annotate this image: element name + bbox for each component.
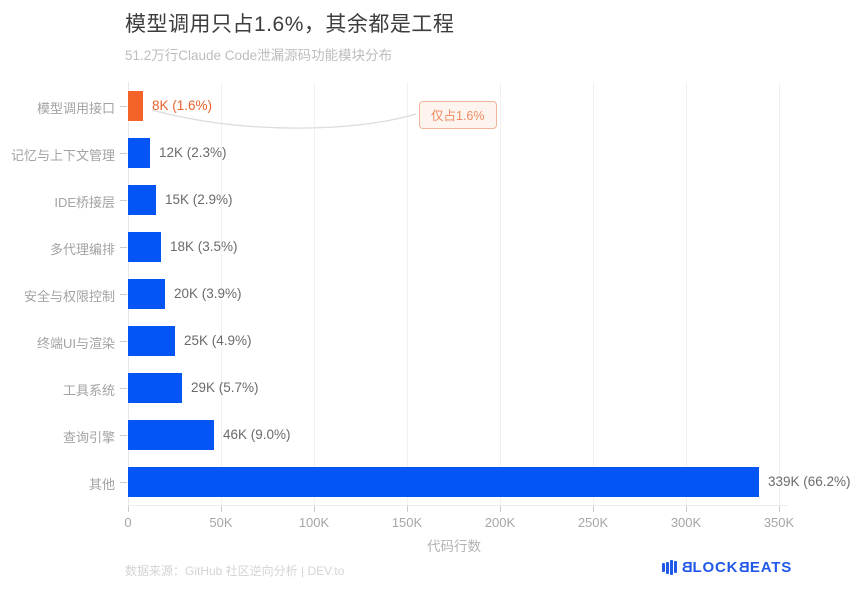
y-tick-mark xyxy=(120,200,127,201)
category-label: 模型调用接口 xyxy=(36,100,115,116)
x-tick-label: 100K xyxy=(298,515,330,530)
gridline-100K xyxy=(314,82,315,505)
x-tick-mark-300K xyxy=(686,506,687,512)
y-tick-mark xyxy=(120,153,127,154)
x-tick-label: 200K xyxy=(484,515,516,530)
y-tick-mark xyxy=(120,294,127,295)
bar-value-label: 8K (1.6%) xyxy=(152,97,213,113)
y-tick-mark xyxy=(120,341,127,342)
gridline-150K xyxy=(407,82,408,505)
y-tick-mark xyxy=(120,247,127,248)
plot-area xyxy=(128,82,808,505)
category-label: 终端UI与渲染 xyxy=(36,335,115,351)
category-label: 多代理编排 xyxy=(49,241,115,257)
bar-value-label: 339K (66.2%) xyxy=(768,473,851,489)
x-tick-label: 0 xyxy=(124,515,132,530)
category-label: 工具系统 xyxy=(62,382,115,398)
annotation-callout: 仅占1.6% xyxy=(419,101,497,129)
bar-value-label: 29K (5.7%) xyxy=(191,379,259,395)
gridline-250K xyxy=(593,82,594,505)
category-label: 记忆与上下文管理 xyxy=(10,147,115,163)
bar-其他 xyxy=(128,466,759,497)
x-tick-label: 150K xyxy=(391,515,423,530)
gridline-200K xyxy=(500,82,501,505)
bar-查询引擎 xyxy=(128,419,214,450)
x-axis-line xyxy=(128,505,788,506)
bar-IDE桥接层 xyxy=(128,184,156,215)
x-tick-label: 50K xyxy=(209,515,233,530)
x-tick-label: 350K xyxy=(763,515,795,530)
y-tick-mark xyxy=(120,482,127,483)
gridline-350K xyxy=(779,82,780,505)
bar-工具系统 xyxy=(128,372,182,403)
bar-value-label: 12K (2.3%) xyxy=(159,144,227,160)
x-tick-mark-50K xyxy=(221,506,222,512)
y-tick-mark xyxy=(120,106,127,107)
bar-value-label: 25K (4.9%) xyxy=(184,332,252,348)
blockbeats-bars-icon xyxy=(662,559,677,576)
x-tick-label: 300K xyxy=(670,515,702,530)
gridline-300K xyxy=(686,82,687,505)
gridline-50K xyxy=(221,82,222,505)
bar-记忆与上下文管理 xyxy=(128,137,150,168)
data-source-note: 数据来源：GitHub 社区逆向分析 | DEV.to xyxy=(125,564,345,578)
bar-模型调用接口 xyxy=(128,90,143,121)
bar-安全与权限控制 xyxy=(128,278,165,309)
y-tick-mark xyxy=(120,388,127,389)
x-tick-mark-0 xyxy=(128,506,129,512)
blockbeats-logo-text: BLOCKBEATS xyxy=(680,559,792,576)
x-tick-mark-350K xyxy=(779,506,780,512)
x-tick-mark-150K xyxy=(407,506,408,512)
chart-title: 模型调用只占1.6%，其余都是工程 xyxy=(125,13,455,36)
x-tick-mark-100K xyxy=(314,506,315,512)
blockbeats-logo: BLOCKBEATS xyxy=(662,559,792,576)
x-tick-label: 250K xyxy=(577,515,609,530)
bar-value-label: 46K (9.0%) xyxy=(223,426,291,442)
bar-终端UI与渲染 xyxy=(128,325,175,356)
category-label: 其他 xyxy=(88,476,115,492)
bar-多代理编排 xyxy=(128,231,161,262)
x-tick-mark-200K xyxy=(500,506,501,512)
category-label: 安全与权限控制 xyxy=(23,288,115,304)
bar-value-label: 15K (2.9%) xyxy=(165,191,233,207)
bar-value-label: 20K (3.9%) xyxy=(174,285,242,301)
x-axis-title: 代码行数 xyxy=(427,539,481,554)
chart-subtitle: 51.2万行Claude Code泄漏源码功能模块分布 xyxy=(125,48,393,63)
bar-value-label: 18K (3.5%) xyxy=(170,238,238,254)
category-label: 查询引擎 xyxy=(62,429,115,445)
y-tick-mark xyxy=(120,435,127,436)
x-tick-mark-250K xyxy=(593,506,594,512)
category-label: IDE桥接层 xyxy=(54,194,115,210)
